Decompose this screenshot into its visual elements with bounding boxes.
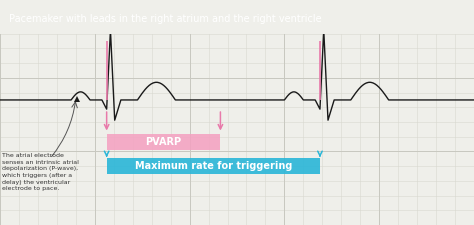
Bar (107, 158, 320, 173)
Text: Maximum rate for triggering: Maximum rate for triggering (135, 161, 292, 171)
Text: The atrial electrode
senses an intrinsic atrial
depolarization (P-wave),
which t: The atrial electrode senses an intrinsic… (2, 153, 79, 191)
Text: Pacemaker with leads in the right atrium and the right ventricle: Pacemaker with leads in the right atrium… (9, 14, 322, 24)
Bar (107, 134, 220, 150)
Text: PVARP: PVARP (146, 137, 182, 147)
